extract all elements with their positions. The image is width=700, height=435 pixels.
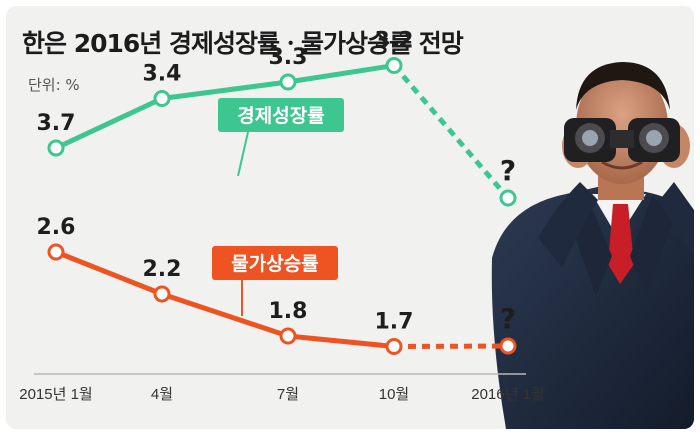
- chart-frame: 한은 2016년 경제성장률ㆍ물가상승률 전망 단위: %: [6, 6, 694, 429]
- x-tick-label: 2016년 1월: [471, 386, 544, 403]
- data-point: [279, 327, 297, 345]
- series-label-box: [212, 246, 338, 280]
- man-with-binoculars-illustration: [491, 62, 694, 429]
- data-label: 3.2: [375, 29, 414, 54]
- data-label: 1.8: [269, 299, 308, 324]
- forecast-question-mark: ?: [500, 154, 516, 187]
- data-point: [499, 337, 517, 355]
- data-point: [47, 243, 65, 261]
- data-label: 3.3: [269, 45, 308, 70]
- data-label: 1.7: [375, 310, 414, 335]
- series-label-box: [218, 98, 344, 132]
- series-label: 경제성장률: [237, 105, 324, 127]
- chart-title: 한은 2016년 경제성장률ㆍ물가상승률 전망: [22, 29, 464, 58]
- x-tick-label: 7월: [277, 386, 299, 403]
- forecast-line-1: [393, 343, 509, 349]
- data-point: [279, 73, 297, 91]
- line-chart: 2015년 1월 4월 7월 10월 2016년 1월 3.7 3.4 3.3 3.2? 경제성장…: [19, 29, 544, 404]
- data-point: [47, 139, 65, 157]
- series-label-pointer: [237, 131, 249, 177]
- data-label: 2.2: [143, 257, 182, 282]
- data-label: 3.7: [37, 111, 76, 136]
- data-point: [385, 338, 403, 355]
- data-point: [153, 90, 171, 107]
- unit-label: 단위: %: [28, 76, 80, 94]
- data-label: 2.6: [37, 215, 76, 240]
- data-label: 3.4: [143, 62, 182, 87]
- forecast-line-0: [392, 63, 510, 200]
- series-label: 물가상승률: [231, 253, 318, 275]
- x-tick-label: 10월: [379, 386, 410, 403]
- forecast-question-mark: ?: [500, 302, 516, 335]
- series-line-1: [55, 249, 395, 349]
- data-point: [153, 285, 171, 303]
- x-tick-label: 2015년 1월: [19, 386, 92, 403]
- x-tick-label: 4월: [151, 386, 173, 403]
- series-line-0: [54, 63, 395, 151]
- data-point: [499, 189, 517, 207]
- data-point: [385, 57, 403, 74]
